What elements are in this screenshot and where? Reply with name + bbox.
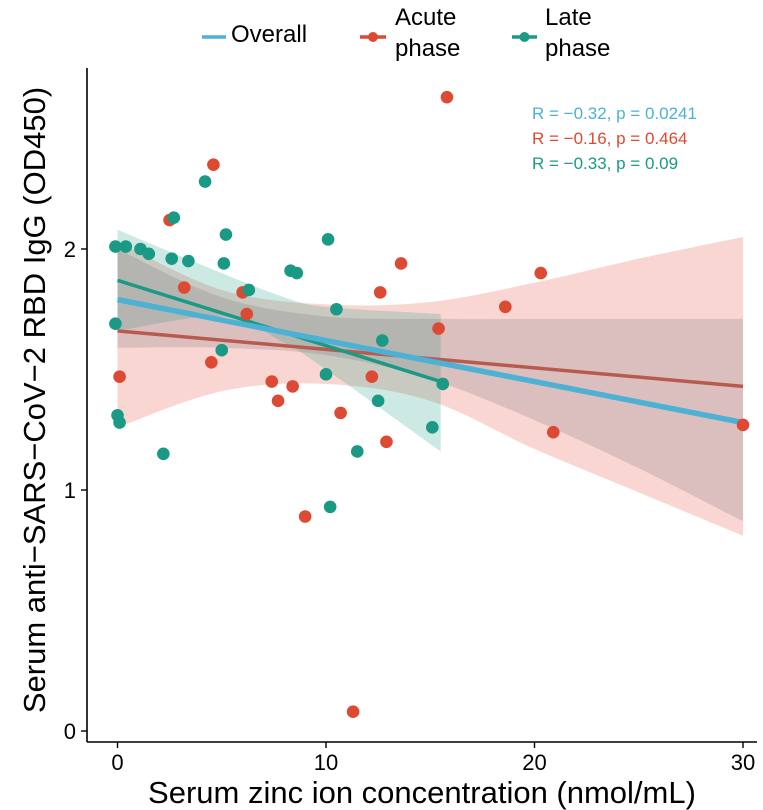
confidence-band-overall	[117, 249, 743, 522]
data-point-late-phase	[436, 377, 450, 391]
data-point-acute-phase	[177, 281, 191, 294]
data-point-late-phase	[319, 368, 333, 381]
legend-label: Acute	[395, 4, 456, 31]
data-point-late-phase	[375, 334, 389, 347]
y-axis-label: Serum anti−SARS−CoV−2 RBD IgG (OD450)	[17, 87, 52, 713]
data-point-late-phase	[167, 211, 181, 224]
data-point-acute-phase	[346, 705, 360, 719]
correlation-annotations: R = −0.32, p = 0.0241 R = −0.16, p = 0.46…	[532, 104, 697, 173]
x-tick-label: 10	[314, 750, 338, 775]
legend-label: phase	[545, 35, 610, 62]
data-point-acute-phase	[205, 355, 218, 369]
data-point-acute-phase	[373, 286, 387, 299]
data-point-late-phase	[290, 266, 304, 280]
data-point-acute-phase	[240, 307, 254, 321]
confidence-bands	[117, 229, 743, 536]
data-point-acute-phase	[736, 418, 750, 432]
data-point-acute-phase	[286, 380, 299, 393]
legend: Overall Acute phase Late phase	[202, 4, 610, 62]
y-tick-label: 0	[64, 719, 76, 744]
legend-marker	[368, 32, 378, 42]
confidence-band-acute-phase	[117, 236, 743, 536]
confidence-band-late-phase	[117, 229, 441, 452]
data-points	[109, 90, 750, 719]
data-point-acute-phase	[113, 370, 126, 384]
data-point-late-phase	[323, 500, 337, 514]
data-point-late-phase	[182, 254, 195, 268]
axes: 0 10 20 30 0 1 2 Serum zinc ion concentration (…	[17, 68, 757, 810]
x-tick-label: 0	[111, 750, 123, 775]
data-point-late-phase	[217, 257, 231, 270]
correlation-annotation: R = −0.32, p = 0.0241	[532, 104, 697, 123]
data-point-late-phase	[119, 240, 133, 253]
y-tick-label: 2	[64, 237, 76, 262]
regression-lines	[116, 278, 744, 426]
data-point-acute-phase	[546, 425, 560, 439]
data-point-acute-phase	[432, 322, 445, 335]
data-point-acute-phase	[365, 370, 379, 384]
data-point-late-phase	[219, 228, 233, 241]
data-point-late-phase	[198, 175, 212, 188]
data-point-acute-phase	[499, 300, 512, 314]
data-point-acute-phase	[534, 266, 548, 280]
data-point-late-phase	[113, 416, 126, 429]
correlation-annotation: R = −0.33, p = 0.09	[532, 154, 678, 173]
fit-line-overall	[116, 296, 744, 426]
data-point-acute-phase	[380, 435, 393, 449]
data-point-late-phase	[165, 252, 179, 265]
data-point-late-phase	[350, 445, 364, 458]
data-point-late-phase	[109, 240, 122, 253]
data-point-late-phase	[157, 447, 170, 461]
legend-label: Overall	[231, 21, 307, 48]
data-point-acute-phase	[271, 394, 285, 408]
x-tick-label: 20	[522, 750, 546, 775]
data-point-late-phase	[215, 343, 229, 357]
x-axis-label: Serum zinc ion concentration (nmol/mL)	[148, 775, 696, 810]
data-point-acute-phase	[298, 510, 312, 523]
data-point-late-phase	[426, 421, 439, 434]
data-point-acute-phase	[394, 257, 408, 270]
data-point-acute-phase	[265, 375, 279, 388]
data-point-acute-phase	[334, 406, 347, 420]
data-point-late-phase	[371, 394, 385, 408]
legend-label: phase	[395, 35, 460, 62]
legend-label: Late	[545, 4, 592, 31]
data-point-acute-phase	[207, 158, 220, 171]
data-point-late-phase	[242, 283, 256, 297]
data-point-acute-phase	[440, 90, 454, 104]
correlation-annotation: R = −0.16, p = 0.464	[532, 129, 687, 148]
legend-marker	[519, 32, 530, 42]
y-tick-label: 1	[64, 478, 76, 503]
data-point-late-phase	[330, 302, 343, 316]
x-tick-label: 30	[731, 750, 755, 775]
data-point-late-phase	[321, 233, 335, 246]
data-point-late-phase	[142, 247, 156, 261]
data-point-late-phase	[109, 317, 122, 331]
